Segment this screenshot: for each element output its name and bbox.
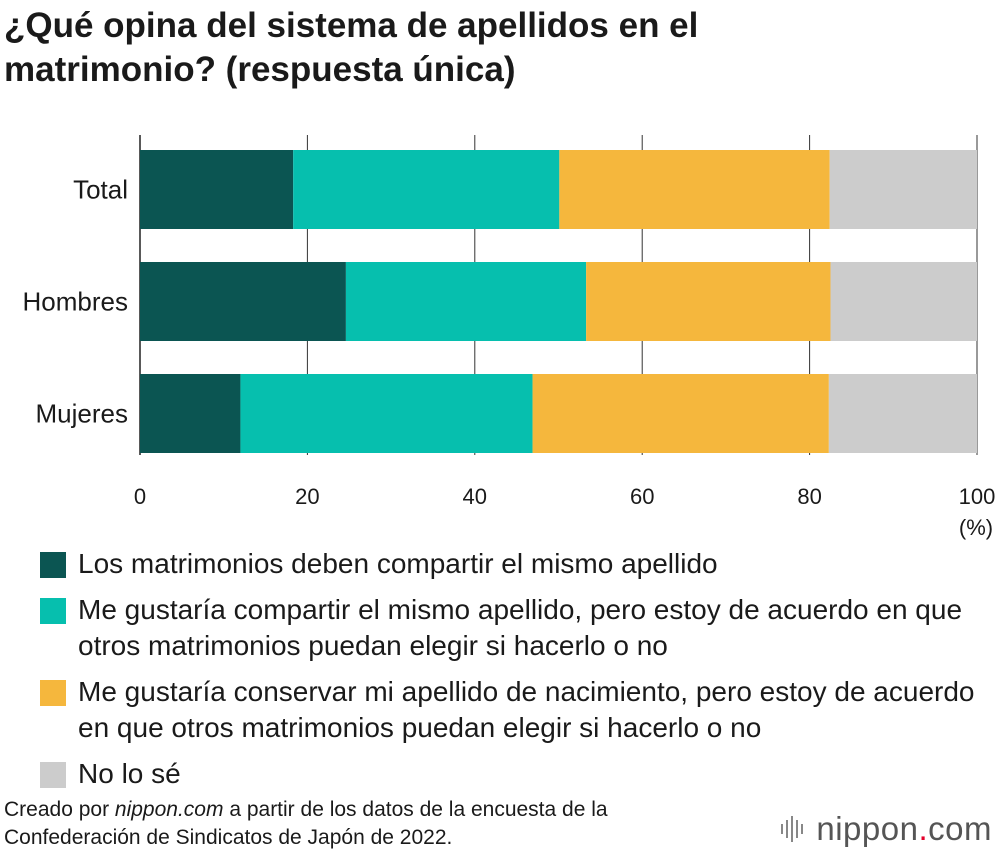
category-labels: Total Hombres Mujeres (23, 175, 128, 429)
chart-title: ¿Qué opina del sistema de apellidos en e… (4, 6, 699, 89)
bar-segment (240, 374, 533, 453)
bar-segment (140, 150, 294, 229)
legend-item: Me gustaría conservar mi apellido de nac… (40, 674, 990, 746)
legend-item: Me gustaría compartir el mismo apellido,… (40, 592, 990, 664)
x-tick-label: 80 (797, 484, 821, 509)
legend-item: No lo sé (40, 756, 990, 792)
legend-item: Los matrimonios deben compartir el mismo… (40, 546, 990, 582)
legend-swatch (40, 680, 66, 706)
nippon-logo: nippon. com (781, 810, 992, 848)
x-tick-label: 100 (959, 484, 996, 509)
category-label: Hombres (23, 287, 128, 317)
bars (140, 150, 977, 453)
source-site: nippon.com (114, 798, 224, 821)
x-axis-ticks: 0 20 40 60 80 100 (134, 484, 995, 509)
logo-bars-icon (781, 814, 806, 844)
source-prefix: Creado por (4, 798, 115, 821)
stacked-bar-chart: Total Hombres Mujeres 0 20 40 60 80 100 (%) (23, 135, 995, 540)
bar-segment (140, 374, 241, 453)
category-label: Total (73, 175, 128, 205)
logo-tld: com (928, 810, 992, 847)
bar-segment (828, 374, 977, 453)
bar-segment (830, 262, 977, 341)
source-note: Creado por nippon.com a partir de los da… (4, 796, 724, 852)
bar-segment (140, 262, 346, 341)
x-axis-unit: (%) (959, 515, 993, 540)
bar-segment (345, 262, 587, 341)
legend: Los matrimonios deben compartir el mismo… (40, 546, 990, 802)
legend-swatch (40, 598, 66, 624)
legend-label: Me gustaría conservar mi apellido de nac… (78, 676, 975, 743)
bar-segment (293, 150, 560, 229)
x-tick-label: 40 (463, 484, 487, 509)
legend-swatch (40, 762, 66, 788)
bar-segment (532, 374, 829, 453)
x-tick-label: 20 (295, 484, 319, 509)
bar-segment (829, 150, 977, 229)
bar-segment (559, 150, 830, 229)
bar-segment (586, 262, 831, 341)
source-suffix: a partir de los datos de la encuesta de … (4, 798, 608, 849)
legend-swatch (40, 552, 66, 578)
logo-name: nippon (816, 810, 919, 847)
legend-label: Me gustaría compartir el mismo apellido,… (78, 594, 963, 661)
x-tick-label: 60 (630, 484, 654, 509)
legend-label: No lo sé (78, 758, 181, 789)
logo-dot: . (918, 810, 929, 847)
x-tick-label: 0 (134, 484, 146, 509)
category-label: Mujeres (36, 399, 128, 429)
legend-label: Los matrimonios deben compartir el mismo… (78, 548, 718, 579)
